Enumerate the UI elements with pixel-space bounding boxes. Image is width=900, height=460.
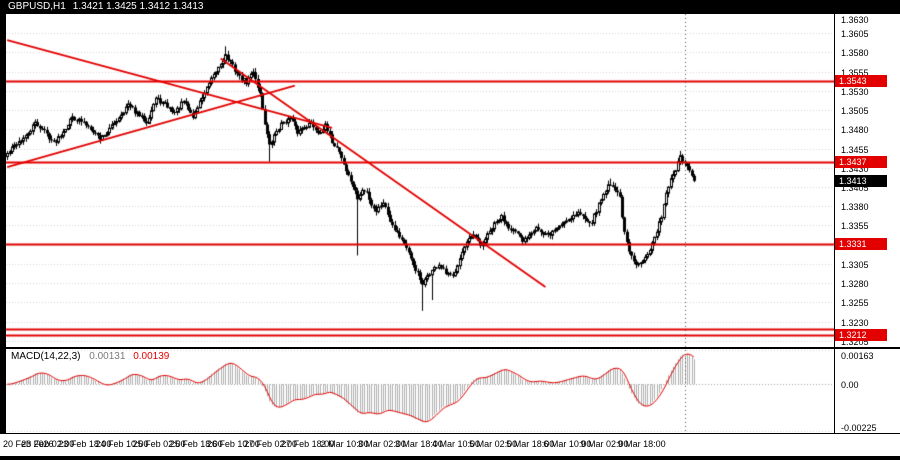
price-tick-label: 1.3380 <box>841 202 869 212</box>
price-tick-label: 1.3480 <box>841 125 869 135</box>
time-tick-label: 4 Mar 10:00 <box>432 439 481 449</box>
time-tick-label: 23 Feb 02:00 <box>21 439 75 449</box>
price-level-badge: 1.3331 <box>835 238 887 250</box>
time-tick-label: 3 Mar 18:00 <box>394 439 443 449</box>
time-tick-label: 5 Mar 02:00 <box>469 439 518 449</box>
time-tick-label: 2 Mar 10:00 <box>320 439 369 449</box>
price-tick-label: 1.3430 <box>841 164 869 174</box>
price-level-badge: 1.3437 <box>835 156 887 168</box>
macd-scale-bottom-label: -0.00225 <box>841 423 877 433</box>
price-tick-label: 1.3255 <box>841 298 869 308</box>
macd-signal-value: 0.00139 <box>133 351 170 362</box>
price-tick-label: 1.3555 <box>841 68 869 78</box>
price-tick-label: 1.3580 <box>841 48 869 58</box>
time-tick-label: 25 Feb 02:00 <box>132 439 186 449</box>
ohlc-quote-label: 1.3421 1.3425 1.3412 1.3413 <box>72 1 204 12</box>
time-tick-label: 27 Feb 02:00 <box>243 439 297 449</box>
price-tick-label: 1.3355 <box>841 221 869 231</box>
time-tick-label: 24 Feb 10:00 <box>95 439 149 449</box>
macd-scale-top-label: 0.00163 <box>841 351 874 361</box>
time-tick-label: 3 Mar 02:00 <box>357 439 406 449</box>
chart-title-bar: GBPUSD,H1 1.3421 1.3425 1.3412 1.3413 <box>0 0 900 14</box>
price-chart-canvas[interactable] <box>6 14 834 433</box>
price-tick-label: 1.3205 <box>841 337 869 347</box>
price-tick-label: 1.3455 <box>841 145 869 155</box>
time-tick-label: 6 Mar 10:00 <box>543 439 592 449</box>
macd-name: MACD(14,22,3) <box>11 351 81 362</box>
symbol-timeframe-label: GBPUSD,H1 <box>8 1 66 12</box>
price-tick-label: 1.3305 <box>841 260 869 270</box>
price-tick-label: 1.3630 <box>841 15 869 25</box>
current-price-badge: 1.3413 <box>835 175 887 187</box>
price-axis: 1.3630 1.3605 1.3580 1.3555 1.3530 1.3505 1.34… <box>834 14 900 433</box>
price-level-badge: 1.3212 <box>835 329 887 341</box>
time-tick-label: 9 Mar 02:00 <box>580 439 629 449</box>
price-tick-label: 1.3405 <box>841 183 869 193</box>
macd-indicator-label: MACD(14,22,3) 0.00131 0.00139 <box>11 351 169 362</box>
time-tick-label: 27 Feb 18:00 <box>281 439 335 449</box>
panel-separator[interactable] <box>0 347 900 349</box>
time-tick-label: 23 Feb 18:00 <box>58 439 112 449</box>
time-tick-label: 20 Feb 2026 <box>3 439 54 449</box>
price-tick-label: 1.3530 <box>841 87 869 97</box>
time-tick-label: 5 Mar 18:00 <box>506 439 555 449</box>
macd-main-value: 0.00131 <box>89 351 126 362</box>
price-tick-label: 1.3280 <box>841 279 869 289</box>
price-level-badge: 1.3543 <box>835 75 887 87</box>
time-tick-label: 9 Mar 18:00 <box>617 439 666 449</box>
time-tick-label: 25 Feb 18:00 <box>169 439 223 449</box>
macd-scale-zero-label: 0.00 <box>841 380 859 390</box>
time-axis: 20 Feb 2026 23 Feb 02:00 23 Feb 18:00 24 Fe… <box>0 433 900 456</box>
time-tick-label: 26 Feb 10:00 <box>206 439 260 449</box>
price-tick-label: 1.3230 <box>841 318 869 328</box>
price-tick-label: 1.3505 <box>841 106 869 116</box>
price-tick-label: 1.3605 <box>841 29 869 39</box>
